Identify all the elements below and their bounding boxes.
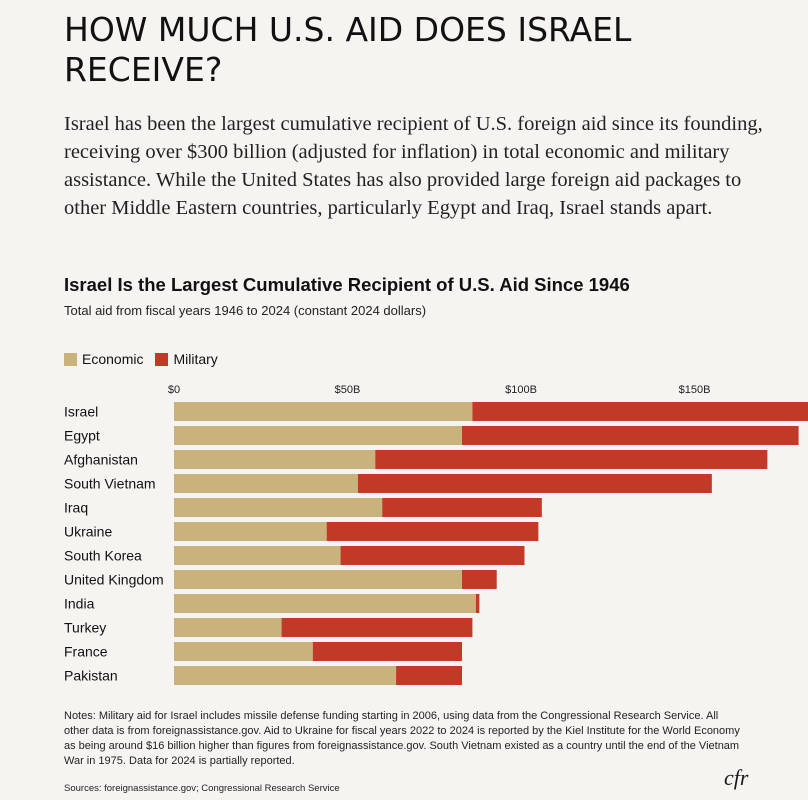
category-label-iraq: Iraq — [64, 500, 88, 516]
bar-military-ukraine — [326, 522, 539, 541]
bar-military-egypt — [462, 426, 799, 445]
chart-sources: Sources: foreignassistance.gov; Congress… — [64, 783, 340, 794]
stacked-bar-chart: $0$50B$100B$150B$200B$250B$300BIsraelEgy… — [64, 384, 808, 685]
bar-economic-south-vietnam — [174, 474, 358, 493]
tick-label--0: $0 — [168, 384, 180, 396]
bar-economic-france — [174, 642, 313, 661]
category-label-israel: Israel — [64, 404, 98, 420]
tick-label--50b: $50B — [335, 384, 361, 396]
chart-title: Israel Is the Largest Cumulative Recipie… — [64, 274, 630, 295]
category-label-south-korea: South Korea — [64, 548, 142, 564]
bar-military-south-vietnam — [357, 474, 712, 493]
bar-military-pakistan — [396, 666, 463, 685]
bar-military-israel — [472, 402, 808, 421]
category-label-france: France — [64, 644, 108, 660]
bar-military-afghanistan — [375, 450, 768, 469]
legend-swatch-economic — [64, 352, 77, 366]
cfr-logo: cfr — [724, 765, 749, 790]
bar-economic-south-korea — [174, 546, 341, 565]
category-label-ukraine: Ukraine — [64, 524, 112, 540]
bar-economic-turkey — [174, 618, 282, 637]
bar-economic-united-kingdom — [174, 570, 463, 589]
category-label-india: India — [64, 596, 95, 612]
headline: HOW MUCH U.S. AID DOES ISRAEL RECEIVE? — [64, 10, 632, 89]
legend-label-economic: Economic — [82, 351, 144, 367]
bar-economic-ukraine — [174, 522, 327, 541]
legend-item-economic: Economic — [64, 351, 143, 367]
chart-notes: Notes: Military aid for Israel includes … — [64, 710, 740, 767]
bar-military-south-korea — [340, 546, 525, 565]
legend-swatch-military — [155, 352, 169, 366]
chart-subtitle: Total aid from fiscal years 1946 to 2024… — [64, 303, 427, 318]
category-label-united-kingdom: United Kingdom — [64, 572, 164, 588]
bar-military-france — [312, 642, 463, 661]
bar-economic-pakistan — [174, 666, 397, 685]
legend-item-military: Military — [155, 351, 218, 367]
lede-paragraph: Israel has been the largest cumulative r… — [64, 113, 763, 219]
bar-economic-india — [174, 594, 476, 613]
bar-military-united-kingdom — [462, 570, 497, 589]
category-label-pakistan: Pakistan — [64, 668, 118, 684]
category-label-afghanistan: Afghanistan — [64, 452, 138, 468]
bar-economic-egypt — [174, 426, 463, 445]
bar-economic-iraq — [174, 498, 383, 517]
category-label-south-vietnam: South Vietnam — [64, 476, 156, 492]
tick-label--150b: $150B — [679, 384, 711, 396]
bar-military-turkey — [281, 618, 473, 637]
bar-military-india — [475, 594, 480, 613]
category-label-egypt: Egypt — [64, 428, 100, 444]
bar-economic-afghanistan — [174, 450, 376, 469]
tick-label--100b: $100B — [505, 384, 537, 396]
chart-legend: Economic Military — [64, 351, 230, 367]
bar-military-iraq — [382, 498, 542, 517]
category-label-turkey: Turkey — [64, 620, 106, 636]
legend-label-military: Military — [173, 351, 218, 367]
bar-economic-israel — [174, 402, 473, 421]
